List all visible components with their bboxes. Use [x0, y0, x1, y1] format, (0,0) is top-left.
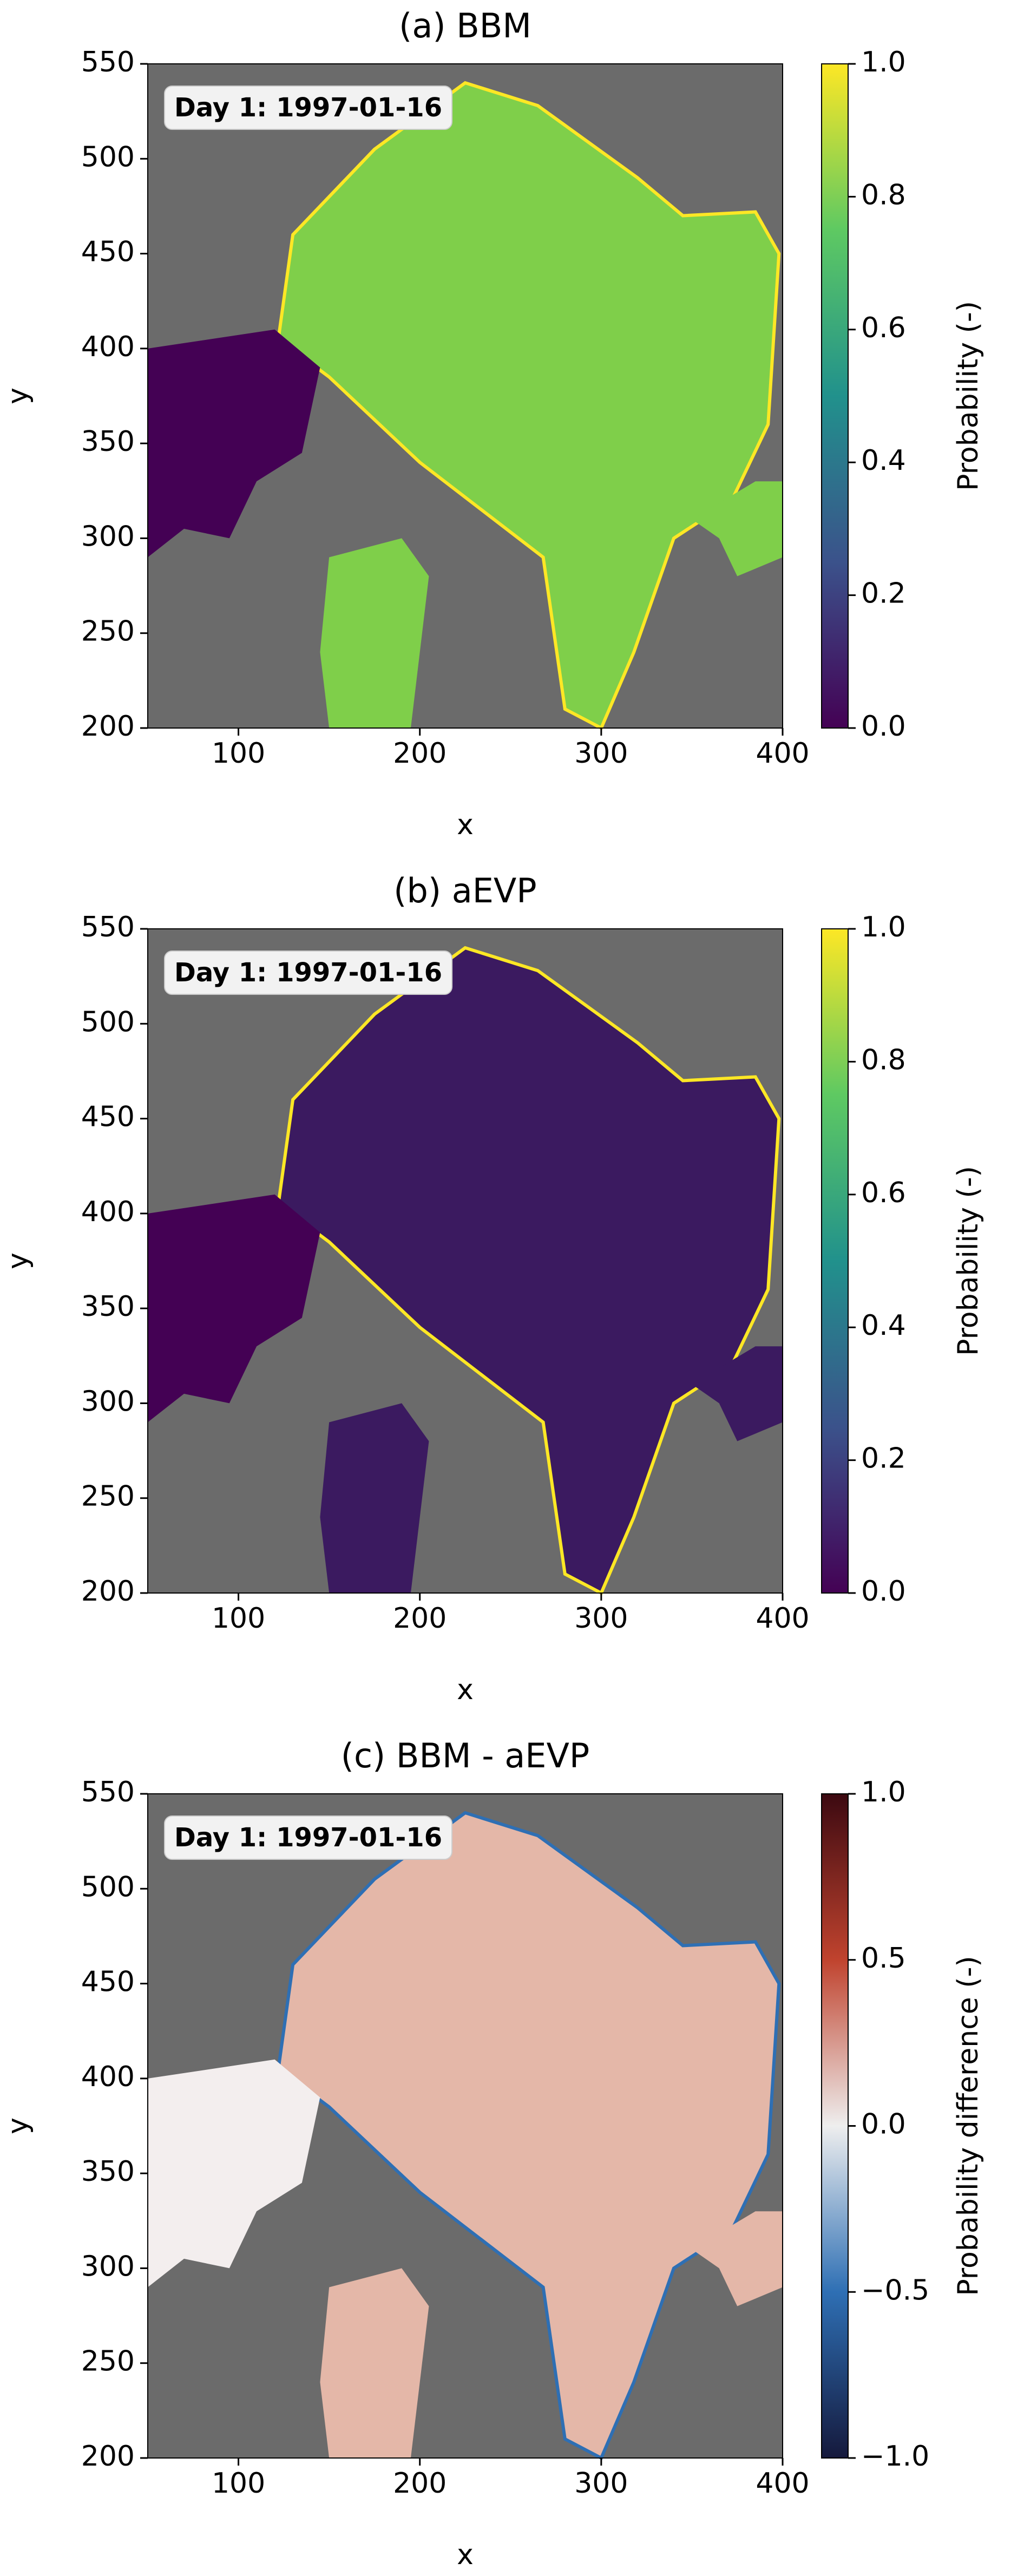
y-axis-label: y	[2, 2118, 34, 2134]
x-tick-label: 400	[756, 2467, 809, 2500]
bay-region	[320, 1403, 429, 1593]
colorbar-tick-label: −1.0	[861, 2440, 929, 2473]
y-axis-label: y	[2, 388, 34, 404]
x-tick-label: 300	[574, 2467, 628, 2500]
plot-frame	[147, 1793, 783, 2459]
y-tick-label: 250	[81, 615, 135, 648]
annotation-text: Day 1: 1997-01-16	[174, 1823, 442, 1853]
annotation-box	[164, 951, 453, 995]
y-tick-label: 550	[81, 1776, 135, 1808]
annotation-box	[164, 1815, 453, 1860]
x-axis-label: x	[457, 2539, 474, 2571]
y-axis-label: y	[2, 1253, 34, 1269]
bay-region	[320, 2268, 429, 2458]
y-tick-label: 250	[81, 1480, 135, 1513]
colorbar-tick-label: 0.5	[861, 1942, 906, 1975]
colorbar-label: Probability (-)	[952, 301, 984, 491]
y-tick-label: 250	[81, 2345, 135, 2378]
y-tick-label: 450	[81, 1966, 135, 1998]
x-tick-label: 100	[212, 1602, 265, 1635]
colorbar-label: Probability (-)	[952, 1166, 984, 1356]
y-tick-label: 350	[81, 2155, 135, 2188]
archipelago-region	[148, 1194, 320, 1423]
panel-title: (a) BBM	[399, 6, 531, 45]
y-tick-label: 400	[81, 1196, 135, 1228]
x-tick-label: 200	[393, 737, 447, 770]
colorbar-tick-label: 0.8	[861, 179, 906, 211]
panel-title: (b) aEVP	[393, 871, 536, 910]
archipelago-region	[148, 2059, 320, 2287]
y-tick-label: 550	[81, 911, 135, 943]
annotation-text: Day 1: 1997-01-16	[174, 93, 442, 123]
colorbar-tick-label: 0.0	[861, 710, 906, 743]
y-tick-label: 350	[81, 425, 135, 458]
colorbar-tick-label: 0.0	[861, 2108, 906, 2141]
colorbar-tick-label: 0.2	[861, 1443, 906, 1475]
colorbar	[821, 1793, 849, 2459]
y-tick-label: 500	[81, 1871, 135, 1903]
x-tick-label: 200	[393, 2467, 447, 2500]
y-tick-label: 300	[81, 2250, 135, 2283]
colorbar-tick-label: 0.4	[861, 444, 906, 477]
y-tick-label: 200	[81, 1575, 135, 1608]
x-tick-label: 300	[574, 1602, 628, 1635]
y-tick-label: 400	[81, 331, 135, 363]
y-tick-label: 350	[81, 1290, 135, 1323]
colorbar-tick-label: 0.4	[861, 1309, 906, 1342]
archipelago-region	[148, 329, 320, 558]
colorbar-tick-label: 0.6	[861, 312, 906, 344]
x-tick-label: 200	[393, 1602, 447, 1635]
colorbar	[821, 928, 849, 1594]
y-tick-label: 550	[81, 46, 135, 78]
y-tick-label: 300	[81, 1385, 135, 1418]
colorbar-tick-label: 1.0	[861, 46, 906, 78]
colorbar-tick-label: 1.0	[861, 1776, 906, 1808]
y-tick-label: 450	[81, 1101, 135, 1133]
colorbar-tick-label: −0.5	[861, 2274, 929, 2306]
annotation: Day 1: 1997-01-16	[164, 86, 453, 130]
plot-frame	[147, 928, 783, 1594]
x-axis-label: x	[457, 809, 474, 841]
colorbar-label: Probability difference (-)	[952, 1956, 984, 2296]
y-tick-label: 500	[81, 141, 135, 173]
y-tick-label: 300	[81, 520, 135, 553]
colorbar-tick-label: 0.6	[861, 1177, 906, 1209]
y-tick-label: 200	[81, 710, 135, 743]
annotation: Day 1: 1997-01-16	[164, 1815, 453, 1860]
colorbar-tick-label: 0.0	[861, 1575, 906, 1608]
bay-region	[320, 538, 429, 728]
y-tick-label: 200	[81, 2440, 135, 2473]
coast-region	[692, 1346, 783, 1441]
x-axis-label: x	[457, 1674, 474, 1706]
coast-region	[692, 481, 783, 576]
x-tick-label: 400	[756, 737, 809, 770]
y-tick-label: 450	[81, 236, 135, 268]
panel-title: (c) BBM - aEVP	[341, 1736, 590, 1775]
y-tick-label: 400	[81, 2061, 135, 2093]
x-tick-label: 100	[212, 2467, 265, 2500]
colorbar-tick-label: 0.8	[861, 1044, 906, 1076]
colorbar	[821, 63, 849, 729]
x-tick-label: 400	[756, 1602, 809, 1635]
x-tick-label: 100	[212, 737, 265, 770]
annotation: Day 1: 1997-01-16	[164, 951, 453, 995]
colorbar-tick-label: 0.2	[861, 578, 906, 610]
annotation-text: Day 1: 1997-01-16	[174, 958, 442, 988]
plot-frame	[147, 63, 783, 729]
colorbar-tick-label: 1.0	[861, 911, 906, 943]
annotation-box	[164, 86, 453, 130]
coast-region	[692, 2211, 783, 2306]
y-tick-label: 500	[81, 1006, 135, 1038]
x-tick-label: 300	[574, 737, 628, 770]
